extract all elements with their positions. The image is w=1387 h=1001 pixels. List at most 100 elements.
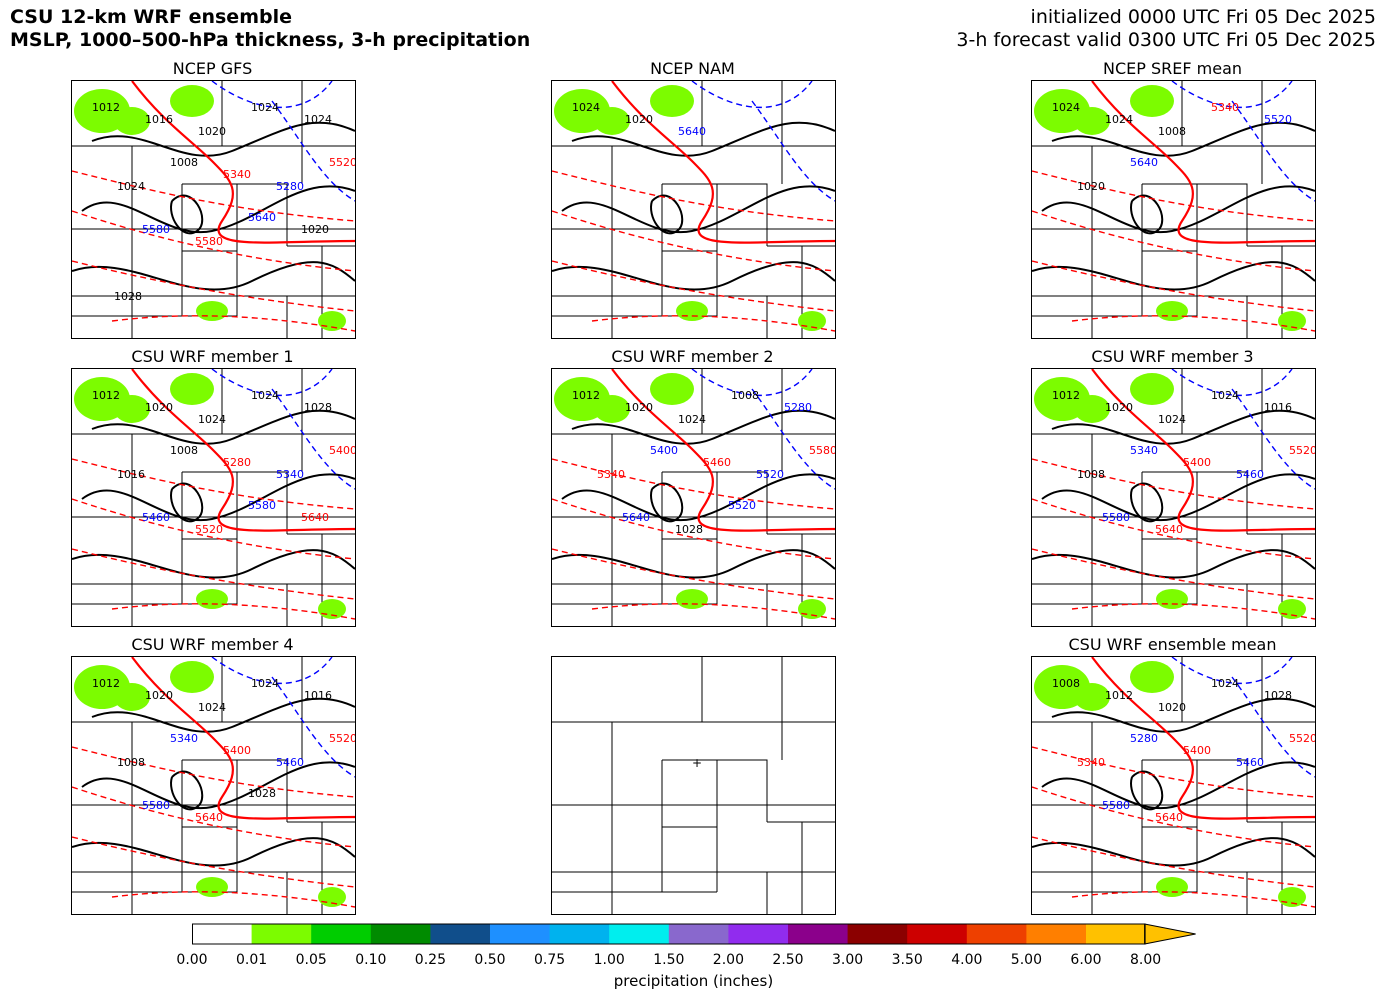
precip-area — [650, 85, 694, 117]
colorbar-label: precipitation (inches) — [613, 972, 774, 990]
state-border — [1197, 471, 1248, 534]
map-panel: 1008 1012 1020 1024 1028 5340 5280 5400 5460 5520… — [1031, 656, 1316, 915]
precip-area — [1074, 107, 1110, 135]
thickness-5400-contour — [1091, 657, 1315, 820]
contour-label: 5640 — [1155, 811, 1183, 824]
contour-label: 5340 — [1077, 756, 1105, 769]
colorbar-outline — [192, 923, 1146, 945]
isobar-contour — [1032, 837, 1315, 867]
colorbar-bin — [907, 924, 968, 944]
precip-area — [594, 395, 630, 423]
map-panel: 1012 1020 1024 1024 1016 1008 5340 5400 5460 5520… — [1031, 368, 1316, 627]
colorbar-tick-label: 1.00 — [593, 952, 625, 968]
colorbar-bin — [549, 924, 610, 944]
thickness-5400-contour — [611, 81, 835, 244]
contour-label: 1008 — [1077, 468, 1105, 481]
contour-label: 1008 — [117, 756, 145, 769]
thickness-contour — [1231, 100, 1315, 202]
contour-label: 5280 — [1130, 732, 1158, 745]
contour-label: 5400 — [1183, 744, 1211, 757]
precip-area — [1130, 85, 1174, 117]
state-border — [1197, 183, 1248, 246]
precip-area — [196, 301, 228, 321]
contour-label: 1012 — [92, 389, 120, 402]
thickness-contour — [1032, 548, 1315, 600]
thickness-contour — [1032, 836, 1315, 888]
isobar-contour — [170, 194, 204, 235]
isobar-contour — [72, 261, 355, 291]
contour-label: 5340 — [276, 468, 304, 481]
isobar-contour — [91, 697, 355, 733]
colorbar-tick-label: 5.00 — [1010, 952, 1042, 968]
precip-area — [196, 877, 228, 897]
contour-label: 5580 — [1102, 511, 1130, 524]
colorbar-tick-label: 1.50 — [653, 952, 685, 968]
contour-label: 1024 — [1052, 101, 1080, 114]
map-canvas: 1012 1016 1020 1024 1024 1024 1008 5340 5280 5520… — [72, 81, 355, 338]
isobar-contour — [1032, 549, 1315, 579]
contour-label: 5340 — [223, 168, 251, 181]
contour-label: 1016 — [1264, 401, 1292, 414]
thickness-contour — [751, 388, 835, 490]
thickness-contour — [72, 458, 355, 510]
colorbar-tick-label: 0.05 — [295, 952, 327, 968]
state-border — [662, 183, 718, 252]
location-marker: + — [692, 756, 702, 770]
contour-label: 5640 — [1155, 523, 1183, 536]
isobar-contour — [1041, 185, 1315, 234]
map-panel: 1012 1016 1020 1024 1024 1024 1008 5340 5280 5520… — [71, 80, 356, 339]
precip-area — [594, 107, 630, 135]
thickness-contour — [751, 100, 835, 202]
forecast-time-info: initialized 0000 UTC Fri 05 Dec 2025 3-h… — [956, 6, 1376, 52]
precip-area — [1156, 877, 1188, 897]
thickness-contour — [72, 836, 355, 888]
isobar-contour — [1051, 409, 1315, 445]
colorbar-tick-label: 0.10 — [355, 952, 387, 968]
thickness-contour — [552, 498, 835, 560]
colorbar-bin — [192, 924, 253, 944]
thickness-contour — [552, 458, 835, 510]
contour-label: 5460 — [276, 756, 304, 769]
isobar-contour — [1051, 121, 1315, 157]
contour-label: 5460 — [1236, 468, 1264, 481]
thickness-5400-contour — [131, 657, 355, 820]
map-canvas: 1008 1012 1020 1024 1028 5340 5280 5400 5460 5520… — [1032, 657, 1315, 914]
thickness-contour — [1032, 260, 1315, 312]
state-border — [237, 183, 288, 246]
isobar-contour — [1032, 261, 1315, 291]
contour-label: 5340 — [1211, 101, 1239, 114]
contour-label: 5400 — [1183, 456, 1211, 469]
colorbar-tick-label: 0.50 — [474, 952, 506, 968]
colorbar-bin — [430, 924, 491, 944]
state-border — [237, 471, 288, 534]
contour-label: 1024 — [1211, 389, 1239, 402]
thickness-contour — [72, 786, 355, 848]
isobar-contour — [561, 473, 835, 522]
colorbar-bin — [728, 924, 789, 944]
map-panel: 1024 1020 5640 — [551, 80, 836, 339]
thickness-contour — [72, 170, 355, 222]
contour-label: 5400 — [223, 744, 251, 757]
precip-area — [114, 683, 150, 711]
contour-label: 5460 — [142, 511, 170, 524]
thickness-contour — [271, 388, 355, 490]
colorbar-bin — [788, 924, 849, 944]
contour-label: 1008 — [170, 444, 198, 457]
contour-label: 5520 — [1289, 732, 1315, 745]
thickness-5400-contour — [131, 81, 355, 244]
isobar-contour — [170, 482, 204, 523]
contour-label: 1012 — [1052, 389, 1080, 402]
thickness-contour — [72, 210, 355, 272]
thickness-contour — [1032, 786, 1315, 848]
contour-label: 1020 — [1105, 401, 1133, 414]
colorbar-tick-label: 0.00 — [176, 952, 208, 968]
contour-label: 1024 — [1211, 677, 1239, 690]
state-border — [717, 183, 768, 246]
thickness-contour — [1032, 498, 1315, 560]
contour-label: 1020 — [145, 401, 173, 414]
precip-area — [170, 85, 214, 117]
thickness-contour — [552, 548, 835, 600]
state-border — [662, 471, 718, 540]
contour-label: 1024 — [251, 677, 279, 690]
thickness-contour — [72, 498, 355, 560]
